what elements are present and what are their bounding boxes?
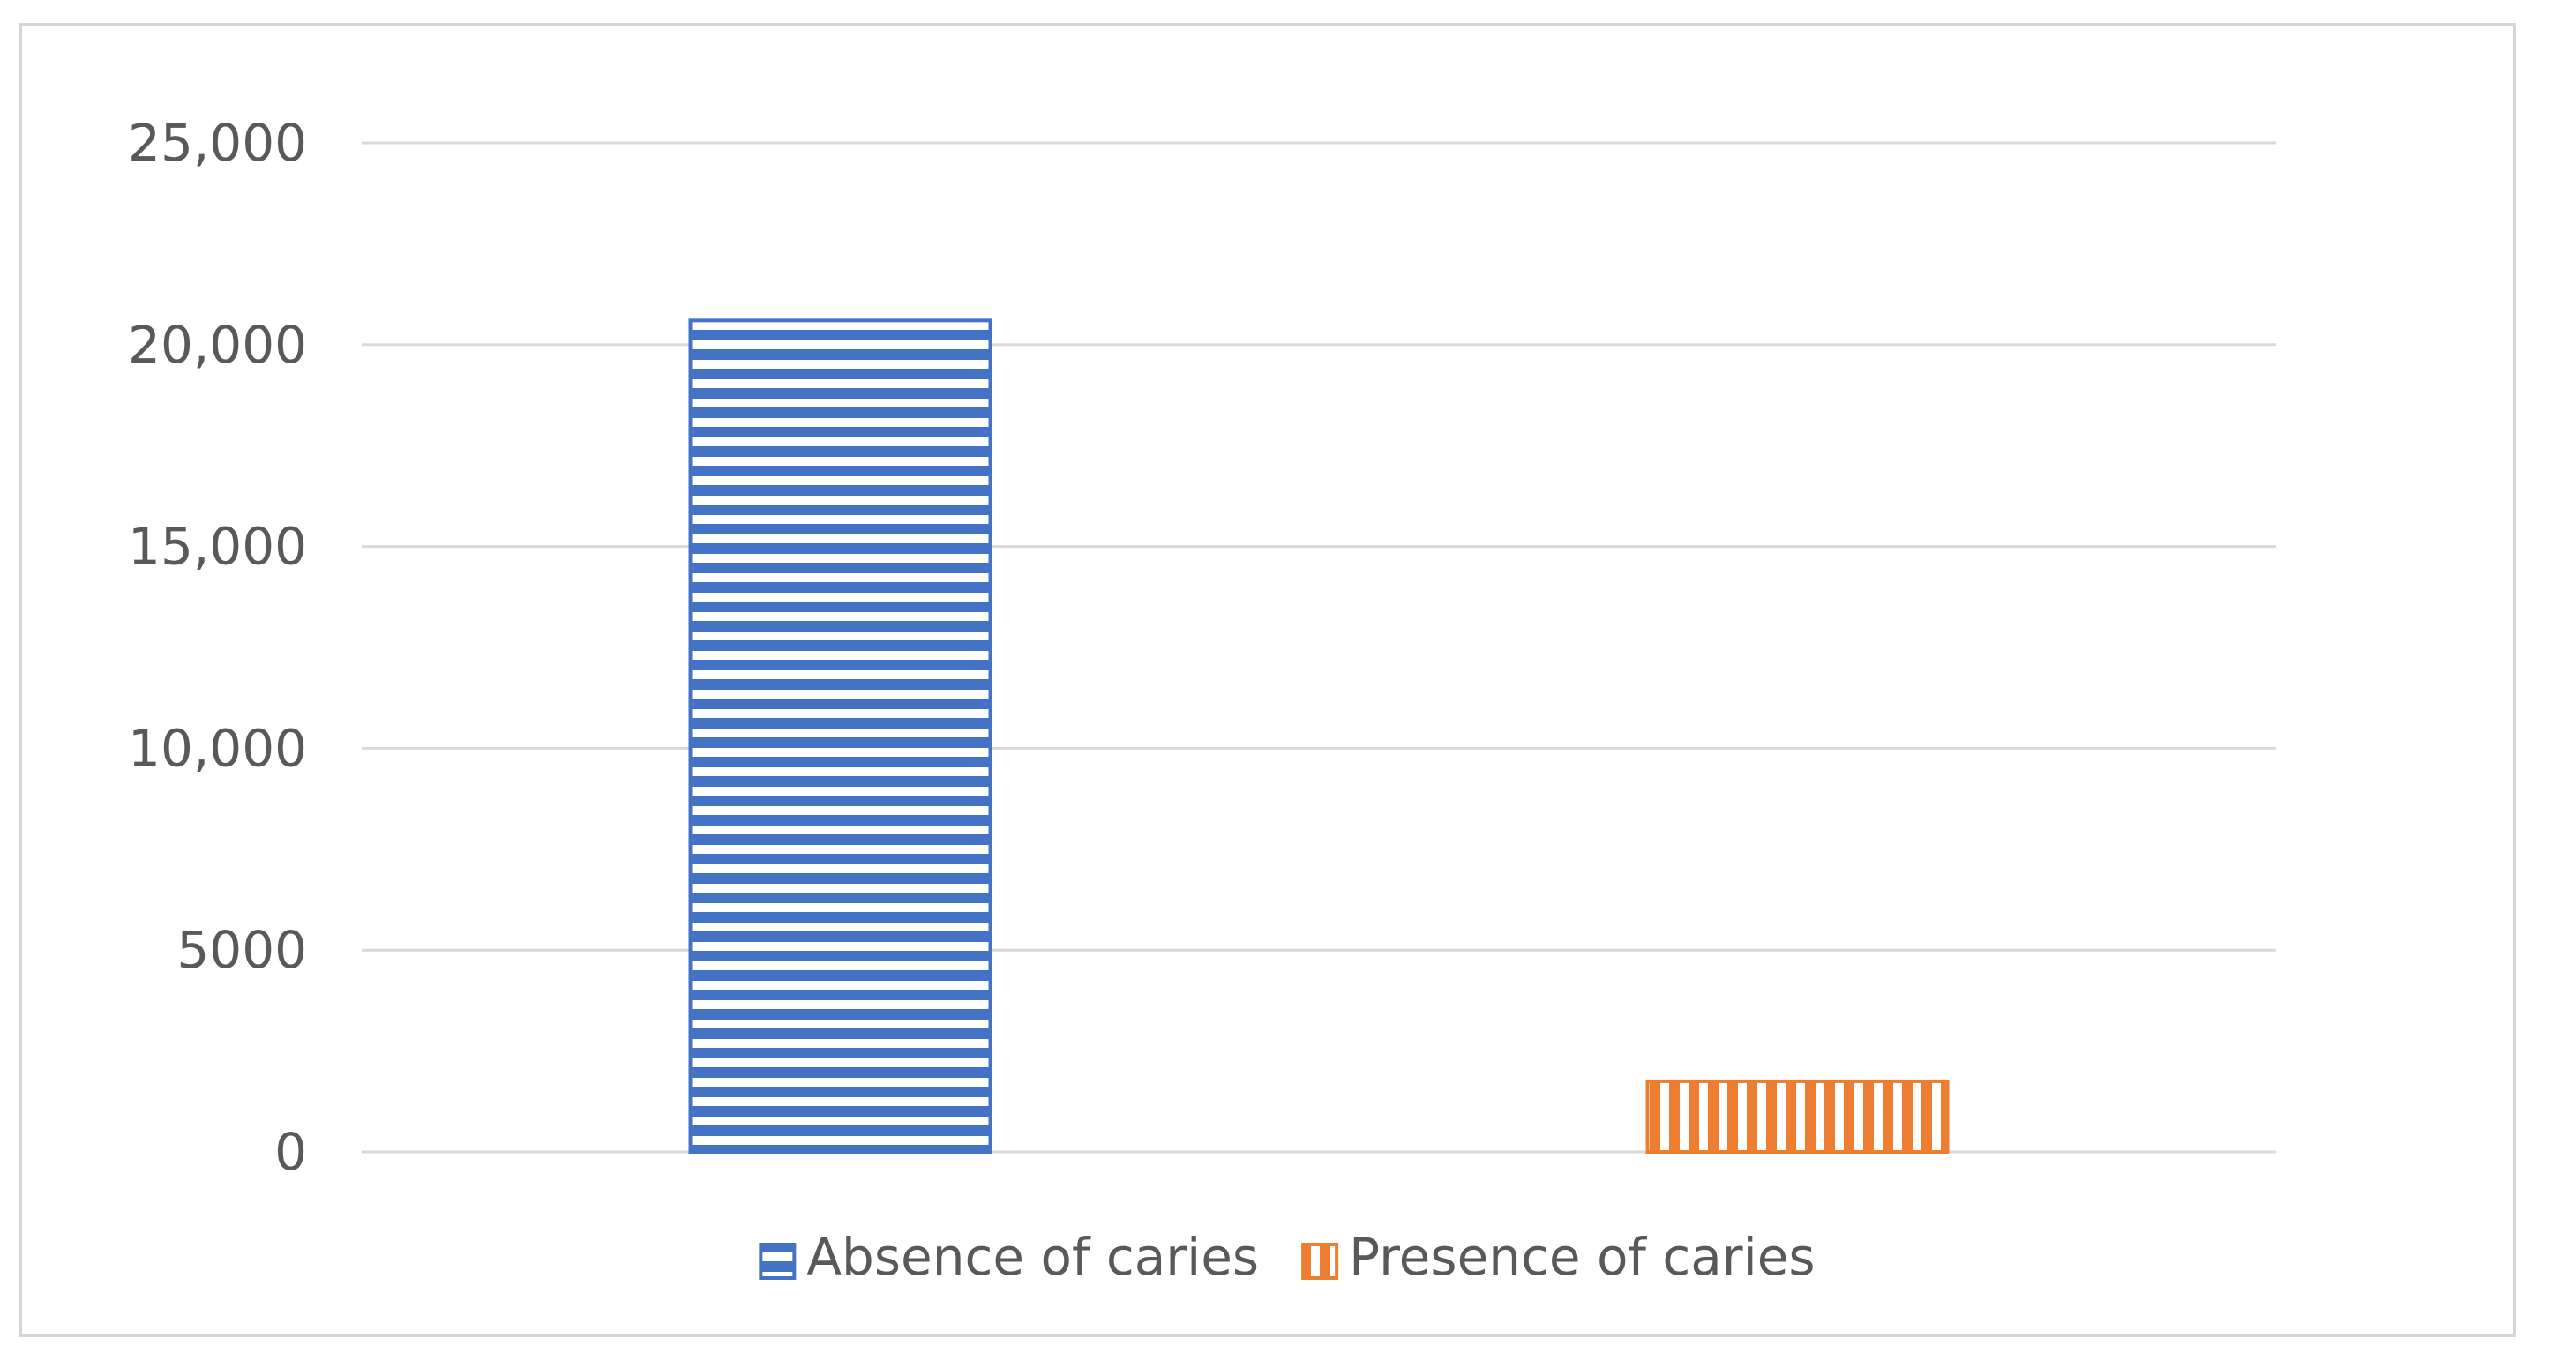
y-tick-label: 15,000 (128, 517, 307, 577)
legend-item: Presence of caries (1301, 1227, 1816, 1287)
y-tick-label: 5000 (176, 920, 307, 980)
y-tick-label: 0 (274, 1122, 307, 1182)
legend-label: Absence of caries (806, 1227, 1259, 1287)
legend-swatch (1301, 1243, 1339, 1280)
y-tick-label: 25,000 (128, 113, 307, 173)
y-tick-label: 20,000 (128, 315, 307, 375)
legend-swatch (759, 1243, 797, 1280)
chart-frame (19, 23, 2516, 1337)
bar-absence-of-caries (688, 318, 992, 1154)
legend: Absence of caries Presence of caries (759, 1227, 1816, 1287)
legend-label: Presence of caries (1349, 1227, 1816, 1287)
gridlines (362, 141, 2276, 1154)
y-tick-label: 10,000 (128, 718, 307, 778)
y-axis-tick-labels: 0 5000 10,000 15,000 20,000 25,000 (128, 113, 307, 1182)
legend-item: Absence of caries (759, 1227, 1259, 1287)
bar-presence-of-caries (1645, 1079, 1950, 1155)
bars (688, 318, 1950, 1155)
